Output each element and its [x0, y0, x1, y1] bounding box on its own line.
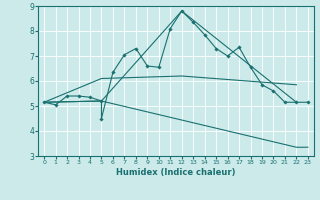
X-axis label: Humidex (Indice chaleur): Humidex (Indice chaleur) [116, 168, 236, 177]
